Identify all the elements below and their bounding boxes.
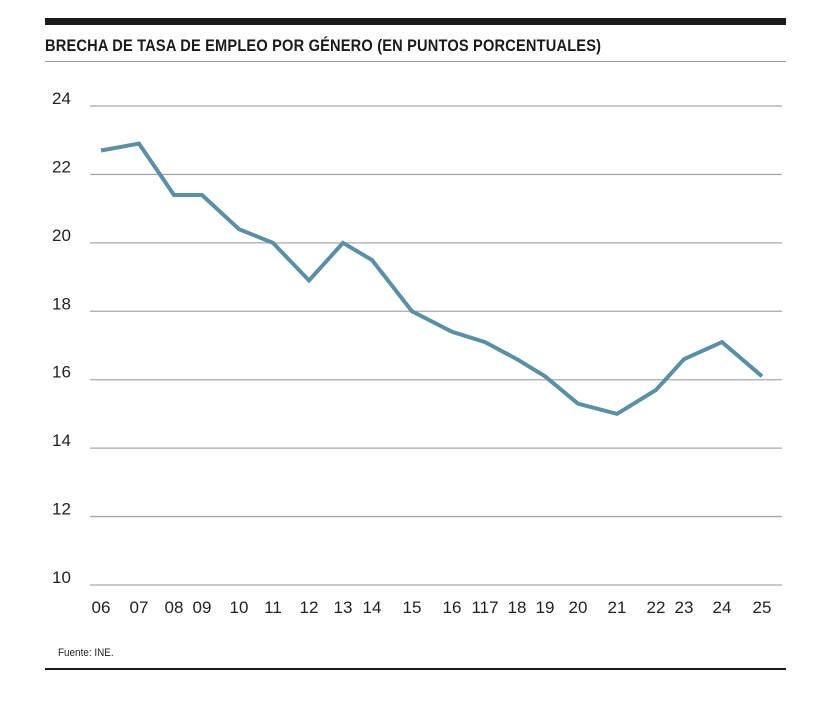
y-tick-label: 22 [52,157,71,176]
top-bar [45,18,786,25]
x-tick-label: 08 [165,598,184,617]
x-tick-label: 117 [471,598,498,617]
x-tick-label: 15 [403,598,422,617]
x-tick-label: 22 [647,598,666,617]
y-tick-label: 12 [52,500,71,519]
x-tick-label: 14 [363,598,382,617]
x-tick-label: 10 [230,598,249,617]
x-tick-label: 23 [675,598,694,617]
title-divider [45,61,786,62]
x-tick-label: 18 [508,598,527,617]
y-tick-label: 10 [52,568,71,587]
y-tick-label: 16 [52,363,71,382]
y-tick-label: 14 [52,431,71,450]
x-tick-label: 06 [92,598,111,617]
series-line [100,141,764,417]
x-tick-label: 11 [264,598,282,617]
x-tick-label: 20 [569,598,588,617]
y-tick-label: 20 [52,226,71,245]
source-note: Fuente: INE. [58,647,114,659]
x-tick-label: 12 [300,598,319,617]
chart-title: BRECHA DE TASA DE EMPLEO POR GÉNERO (EN … [45,36,602,55]
x-tick-label: 21 [608,598,627,617]
x-tick-label: 13 [334,598,353,617]
x-tick-label: 24 [713,598,732,617]
x-tick-label: 25 [753,598,772,617]
x-tick-label: 09 [193,598,212,617]
y-tick-label: 18 [52,294,71,313]
x-tick-label: 19 [536,598,555,617]
y-tick-label: 24 [52,89,71,108]
x-tick-label: 16 [443,598,462,617]
x-tick-label: 07 [130,598,149,617]
bottom-bar [45,668,786,670]
